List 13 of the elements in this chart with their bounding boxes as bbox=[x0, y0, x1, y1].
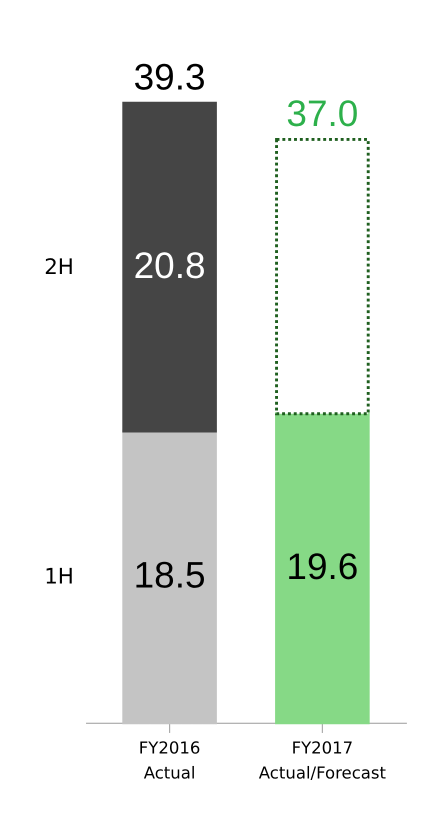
bar bbox=[275, 138, 370, 416]
data-label: 20.8 bbox=[134, 244, 206, 286]
x-tick-label: FY2016 Actual bbox=[138, 738, 200, 783]
bar bbox=[122, 102, 217, 433]
data-label: 19.6 bbox=[286, 546, 358, 587]
total-label: 39.3 bbox=[134, 56, 206, 98]
bar bbox=[122, 430, 217, 724]
data-label: 18.5 bbox=[134, 554, 206, 596]
total-label: 37.0 bbox=[286, 92, 358, 134]
x-tick-label: FY2017 Actual/Forecast bbox=[258, 738, 386, 783]
text: 1H bbox=[44, 564, 74, 590]
bar bbox=[275, 412, 370, 724]
text: 2H bbox=[44, 254, 74, 280]
